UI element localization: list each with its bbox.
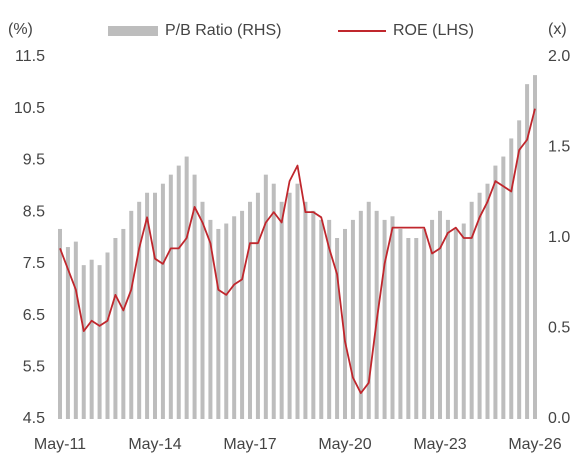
- bar: [89, 259, 94, 419]
- bar: [366, 201, 371, 419]
- bar: [485, 183, 490, 419]
- bar: [255, 192, 260, 419]
- bar: [279, 201, 284, 419]
- y2-tick-label: 0.5: [548, 320, 570, 337]
- x-tick-label: May-14: [128, 436, 181, 453]
- bar: [398, 228, 403, 419]
- y-axis-unit: (%): [8, 21, 33, 38]
- bar: [145, 192, 150, 419]
- bar: [224, 223, 229, 419]
- bar: [176, 165, 181, 419]
- y-tick-label: 8.5: [23, 203, 45, 220]
- x-tick-label: May-20: [318, 436, 371, 453]
- bar: [390, 216, 395, 419]
- bar: [350, 219, 355, 419]
- bar: [200, 201, 205, 419]
- bar: [121, 228, 126, 419]
- legend-label: ROE (LHS): [393, 22, 474, 39]
- line: [59, 108, 536, 395]
- y2-tick-label: 1.0: [548, 229, 570, 246]
- y-tick-label: 6.5: [23, 307, 45, 324]
- bar: [525, 84, 530, 420]
- bar: [303, 201, 308, 419]
- bar: [445, 219, 450, 419]
- bar: [240, 210, 245, 419]
- bar: [129, 210, 134, 419]
- bar: [81, 265, 86, 419]
- bar: [414, 238, 419, 419]
- y2-tick-label: 0.0: [548, 410, 570, 427]
- legend-swatch: [108, 26, 158, 36]
- bar: [184, 156, 189, 420]
- bar: [160, 183, 165, 419]
- y-tick-label: 7.5: [23, 255, 45, 272]
- legend-label: P/B Ratio (RHS): [165, 22, 281, 39]
- bar: [137, 201, 142, 419]
- y-tick-label: 5.5: [23, 359, 45, 376]
- bar: [509, 138, 514, 419]
- y2-axis-unit: (x): [548, 21, 567, 38]
- y-tick-label: 11.5: [15, 48, 45, 65]
- bar: [216, 228, 221, 419]
- bar: [263, 174, 268, 419]
- x-tick-label: May-26: [508, 436, 561, 453]
- y-tick-label: 9.5: [23, 152, 45, 169]
- bar: [97, 265, 102, 419]
- y2-tick-label: 2.0: [548, 48, 570, 65]
- x-tick-label: May-23: [413, 436, 466, 453]
- bar: [469, 201, 474, 419]
- bar: [343, 228, 347, 419]
- bar: [105, 252, 110, 419]
- bar: [73, 241, 78, 419]
- bar: [453, 228, 458, 419]
- bar: [422, 228, 427, 419]
- bar: [287, 192, 292, 419]
- bar: [501, 156, 506, 420]
- bar: [430, 219, 435, 419]
- bar: [517, 120, 522, 419]
- bar: [58, 228, 62, 419]
- bar: [382, 219, 387, 419]
- bar: [358, 210, 363, 419]
- bar: [311, 210, 316, 419]
- bar: [248, 201, 252, 419]
- bar: [319, 219, 324, 419]
- bar: [493, 165, 498, 419]
- bar: [208, 219, 213, 419]
- y2-tick-label: 1.5: [548, 139, 570, 156]
- bar: [232, 216, 237, 419]
- bar: [335, 238, 340, 419]
- x-tick-label: May-11: [34, 436, 86, 453]
- bar: [438, 210, 442, 419]
- bar: [461, 223, 466, 419]
- bar: [271, 183, 276, 419]
- y-tick-label: 10.5: [14, 100, 45, 117]
- bar: [295, 183, 300, 419]
- bar: [65, 247, 70, 419]
- bar: [533, 75, 537, 419]
- y-tick-label: 4.5: [23, 410, 45, 427]
- bar: [477, 192, 482, 419]
- bar: [406, 238, 411, 419]
- x-tick-label: May-17: [223, 436, 276, 453]
- bar: [113, 238, 118, 419]
- bar: [153, 192, 157, 419]
- bar: [327, 219, 332, 419]
- bar: [168, 174, 173, 419]
- bar: [192, 174, 197, 419]
